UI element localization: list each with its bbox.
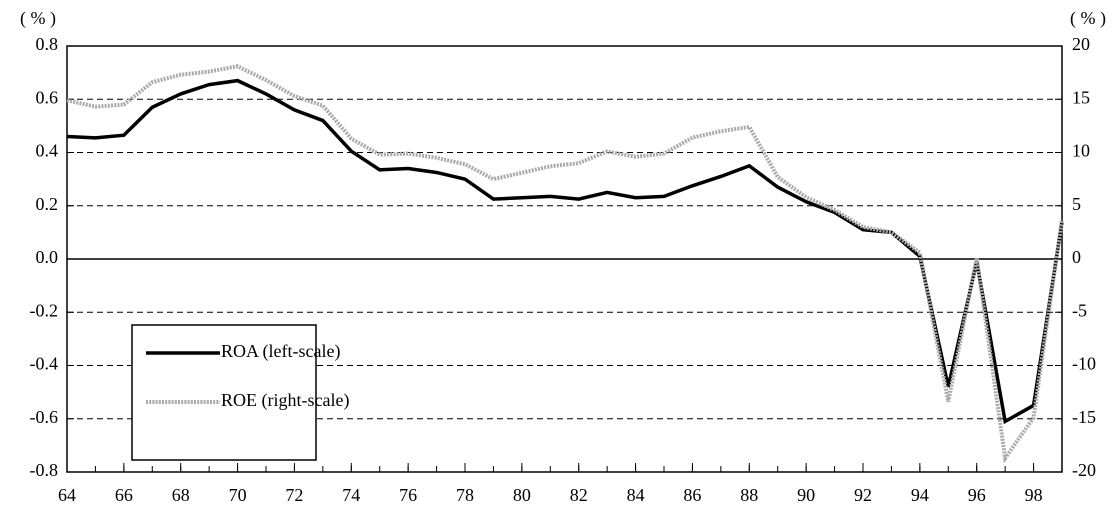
x-tick-label: 90: [797, 485, 815, 505]
x-tick-label: 76: [399, 485, 417, 505]
x-tick-label: 96: [968, 485, 986, 505]
line-series: [66, 78, 1064, 425]
y2-tick-label: 15: [1072, 87, 1090, 107]
x-tick-label: 78: [456, 485, 474, 505]
y2-tick-label: 0: [1072, 247, 1081, 267]
x-tick-label: 66: [115, 485, 133, 505]
x-tick-label: 82: [570, 485, 588, 505]
x-tick-label: 68: [172, 485, 190, 505]
legend-label: ROA (left-scale): [221, 341, 340, 362]
y-tick-label: 0.6: [36, 87, 59, 107]
x-tick-label: 64: [58, 485, 76, 505]
y-tick-label: -0.6: [30, 407, 59, 427]
y-tick-label: 0.2: [36, 194, 59, 214]
y2-tick-label: -15: [1072, 407, 1096, 427]
line-series: [66, 64, 1064, 464]
y2-tick-label: 10: [1072, 141, 1090, 161]
x-tick-label: 84: [627, 485, 645, 505]
y2-tick-label: 20: [1072, 34, 1090, 54]
y-tick-label: -0.8: [30, 460, 59, 480]
x-tick-label: 86: [683, 485, 701, 505]
legend-box: [131, 324, 317, 461]
x-tick-label: 94: [911, 485, 929, 505]
plot-frame: [66, 45, 1063, 473]
y-axis-label: ( % ): [20, 8, 56, 29]
y-tick-label: 0.0: [36, 247, 59, 267]
y2-axis-label: ( % ): [1070, 8, 1106, 29]
y2-tick-label: -5: [1072, 300, 1087, 320]
legend-label: ROE (right-scale): [221, 390, 349, 411]
y-tick-label: -0.4: [30, 354, 59, 374]
x-tick-label: 80: [513, 485, 531, 505]
x-tick-label: 92: [854, 485, 872, 505]
y-tick-label: 0.4: [36, 141, 59, 161]
y2-tick-label: 5: [1072, 194, 1081, 214]
y-tick-label: 0.8: [36, 34, 59, 54]
y2-tick-label: -10: [1072, 354, 1096, 374]
x-tick-label: 98: [1025, 485, 1043, 505]
x-tick-label: 74: [342, 485, 360, 505]
y-tick-label: -0.2: [30, 300, 59, 320]
x-tick-label: 72: [285, 485, 303, 505]
x-tick-label: 88: [740, 485, 758, 505]
x-tick-label: 70: [229, 485, 247, 505]
y2-tick-label: -20: [1072, 460, 1096, 480]
